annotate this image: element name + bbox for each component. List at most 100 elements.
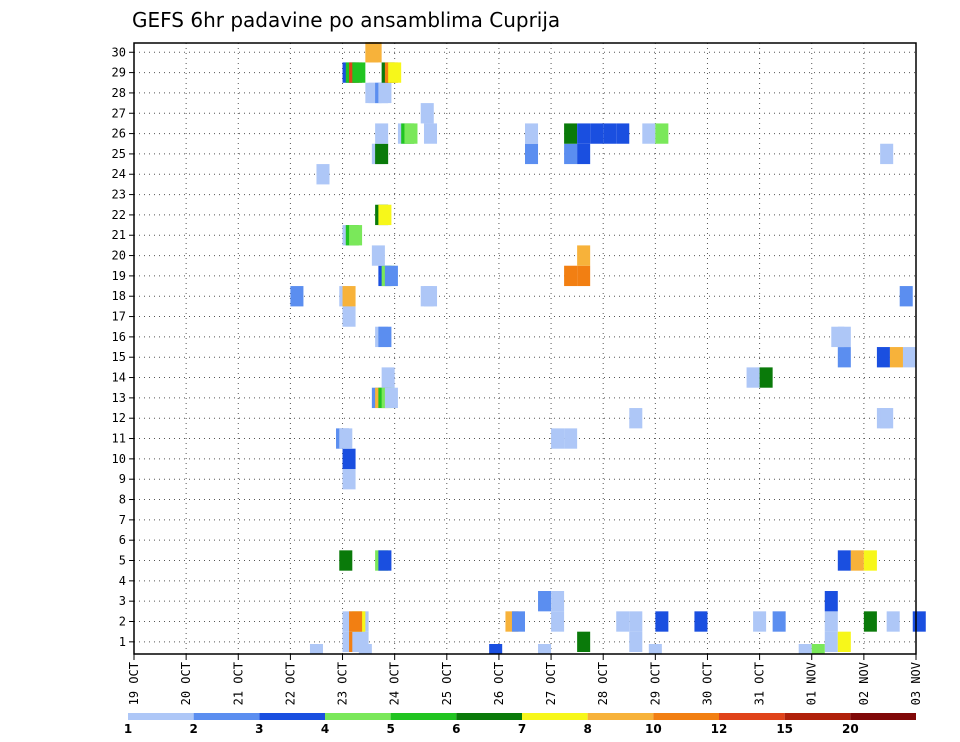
precip-cell (388, 62, 402, 83)
y-tick-label: 21 (112, 228, 126, 242)
legend-swatch (522, 713, 588, 720)
legend-swatch (850, 713, 916, 720)
x-tick-label: 30 OCT (700, 662, 714, 705)
y-tick-label: 20 (112, 249, 126, 263)
precip-cell (378, 550, 392, 571)
precip-cell (590, 123, 604, 144)
precip-cell (342, 469, 356, 490)
precip-cell (746, 367, 760, 388)
precip-cell (342, 306, 356, 327)
precip-cell (404, 123, 418, 144)
precip-cell (342, 448, 356, 470)
x-tick-label: 27 OCT (544, 662, 558, 705)
precip-cell-strip (358, 644, 372, 654)
precip-cell (629, 408, 643, 429)
y-tick-label: 24 (112, 167, 126, 181)
precip-cell (753, 611, 767, 632)
precip-cell (564, 428, 578, 449)
precip-cell (349, 611, 363, 632)
y-tick-label: 17 (112, 310, 126, 324)
y-tick-label: 7 (119, 513, 126, 527)
x-tick-label: 26 OCT (492, 662, 506, 705)
precip-cell (886, 611, 900, 632)
legend-swatch (390, 713, 457, 720)
legend-label: 8 (583, 722, 591, 736)
color-legend: 1 2 3 4 5 6 7 8 10 12 15 20 (124, 713, 916, 736)
precip-cell (577, 245, 591, 266)
legend-swatch (128, 713, 194, 720)
legend-swatch (193, 713, 260, 720)
precip-cell (824, 591, 838, 612)
precip-cell (352, 62, 366, 83)
precip-cell (577, 265, 591, 287)
precip-cell (316, 164, 330, 185)
x-tick-label: 03 NOV (909, 662, 923, 705)
precip-cell (378, 204, 392, 226)
y-tick-label: 15 (112, 350, 126, 364)
y-tick-label: 2 (119, 615, 126, 629)
y-tick-label: 18 (112, 289, 126, 303)
legend-label: 1 (124, 722, 132, 736)
precip-cell (375, 143, 389, 165)
precip-cell-strip (489, 644, 503, 654)
x-tick-label: 19 OCT (127, 662, 141, 705)
legend-label: 12 (711, 722, 728, 736)
y-tick-label: 10 (112, 452, 126, 466)
y-tick-label: 5 (119, 554, 126, 568)
y-tick-label: 30 (112, 45, 126, 59)
precip-cell (564, 123, 578, 144)
precip-cell (880, 408, 894, 429)
precip-cell (381, 367, 395, 388)
precip-cell (850, 550, 864, 571)
y-tick-label: 25 (112, 147, 126, 161)
precip-cell (349, 225, 363, 246)
y-tick-label: 12 (112, 411, 126, 425)
precip-cell (577, 631, 591, 652)
precip-cell (384, 265, 398, 287)
legend-label: 2 (189, 722, 197, 736)
precip-cell (538, 591, 552, 612)
x-tick-label: 25 OCT (440, 662, 454, 705)
x-tick-label: 28 OCT (596, 662, 610, 705)
x-axis-ticks: 19 OCT 20 OCT 21 OCT 22 OCT 23 OCT 24 OCT 25 O… (127, 654, 923, 705)
legend-label: 6 (452, 722, 460, 736)
y-tick-label: 16 (112, 330, 126, 344)
legend-swatch (587, 713, 654, 720)
y-tick-label: 6 (119, 533, 126, 547)
legend-swatch (719, 713, 785, 720)
precip-cell (655, 611, 669, 632)
legend-label: 10 (645, 722, 662, 736)
y-tick-label: 27 (112, 106, 126, 120)
x-tick-label: 21 OCT (231, 662, 245, 705)
precip-cell (837, 347, 851, 368)
x-tick-label: 02 NOV (857, 662, 871, 705)
precip-cell (423, 286, 438, 307)
precip-cell (551, 611, 565, 632)
legend-label: 7 (518, 722, 526, 736)
y-tick-label: 19 (112, 269, 126, 283)
chart-title: GEFS 6hr padavine po ansamblima Cuprija (132, 8, 560, 32)
legend-swatch (456, 713, 522, 720)
y-tick-label: 22 (112, 208, 126, 222)
precip-cell (511, 611, 525, 632)
x-tick-label: 23 OCT (336, 662, 350, 705)
data-cells (290, 42, 926, 654)
precip-cell (912, 611, 926, 632)
precip-cell (378, 82, 392, 104)
precip-cell (375, 123, 389, 144)
plot-frame (133, 42, 917, 655)
precip-cell (368, 42, 382, 63)
precip-cell (420, 103, 434, 124)
precip-cell (824, 631, 838, 652)
x-tick-label: 20 OCT (179, 662, 193, 705)
y-tick-label: 4 (119, 574, 126, 588)
precip-cell (339, 550, 353, 571)
legend-label: 3 (255, 722, 263, 736)
precip-cell (902, 347, 916, 368)
y-tick-label: 23 (112, 188, 126, 202)
precip-cell-strip (309, 644, 323, 654)
x-tick-label: 24 OCT (388, 662, 402, 705)
precip-cell (564, 143, 578, 165)
x-tick-label: 01 NOV (805, 662, 819, 705)
precip-cell-strip (538, 644, 552, 654)
